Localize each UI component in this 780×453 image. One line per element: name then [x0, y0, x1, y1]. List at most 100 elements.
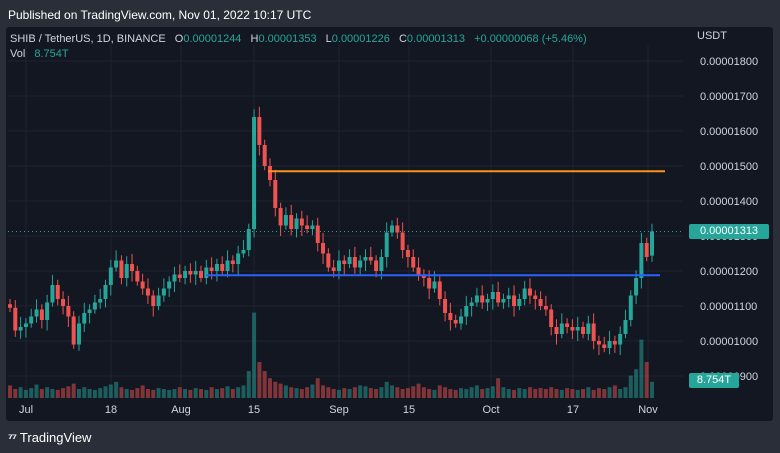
volume-bar — [220, 388, 225, 398]
volume-bar — [114, 381, 119, 398]
candle-body — [71, 316, 76, 345]
candle-body — [501, 299, 506, 303]
candle-body — [437, 281, 442, 299]
volume-bar — [522, 389, 527, 398]
candle-body — [8, 304, 12, 308]
chart-panel[interactable] — [6, 27, 773, 421]
volume-bar — [199, 389, 204, 398]
volume-bar — [55, 389, 60, 398]
candle-body — [512, 295, 517, 306]
candle-body — [45, 302, 50, 320]
volume-bar — [607, 387, 612, 398]
candle-body — [527, 288, 532, 296]
candle-body — [469, 302, 474, 306]
volume-bar — [66, 386, 71, 398]
volume-bar — [517, 388, 522, 398]
volume-bar — [464, 389, 469, 398]
candle-body — [114, 260, 119, 268]
candle-body — [496, 292, 501, 303]
candle-body — [209, 267, 214, 271]
volume-bar — [416, 383, 421, 398]
volume-bar — [390, 385, 395, 398]
candle-body — [374, 260, 379, 271]
candle-body — [570, 327, 575, 331]
volume-bar — [379, 387, 384, 398]
volume-bar — [18, 387, 23, 398]
volume-bar — [570, 389, 575, 398]
volume-bar — [230, 389, 235, 398]
volume-bar — [252, 312, 257, 398]
candle-body — [135, 271, 140, 282]
candle-body — [363, 257, 368, 261]
candle-body — [565, 323, 570, 327]
candle-body — [352, 257, 357, 268]
candle-body — [98, 299, 103, 303]
x-tick-label: 15 — [248, 404, 260, 416]
volume-label: Vol — [10, 48, 26, 60]
candle-body — [331, 267, 336, 271]
candle-body — [538, 299, 543, 306]
volume-bar — [469, 387, 474, 398]
volume-bar — [602, 389, 607, 398]
candle-body — [188, 271, 193, 275]
candle-body — [225, 260, 230, 271]
candle-body — [368, 257, 373, 261]
candle-body — [315, 225, 320, 243]
volume-bar — [172, 389, 177, 398]
candle-body — [432, 281, 437, 289]
x-tick-label: 17 — [567, 404, 579, 416]
volume-bar — [634, 369, 639, 398]
volume-bar — [124, 389, 129, 398]
volume-bar — [342, 388, 347, 398]
candle-body — [400, 232, 405, 250]
volume-bar — [45, 387, 50, 398]
candle-body — [358, 260, 363, 268]
volume-bar — [628, 375, 633, 398]
volume-bar — [384, 381, 389, 398]
candle-body — [39, 309, 44, 320]
volume-bar — [650, 381, 654, 398]
volume-bar — [559, 389, 564, 398]
volume-bar — [61, 388, 66, 398]
candle-body — [485, 299, 490, 303]
candle-body — [177, 274, 182, 278]
volume-bar — [145, 389, 150, 398]
candle-body — [586, 323, 591, 334]
tradingview-logo[interactable]: ⁷⁷ TradingView — [8, 430, 91, 445]
candle-body — [453, 320, 458, 324]
volume-bar — [374, 389, 379, 398]
volume-bar — [188, 389, 193, 398]
volume-bar — [321, 385, 326, 398]
candle-body — [411, 257, 416, 268]
symbol-label[interactable]: SHIB / TetherUS, 1D, BINANCE — [10, 33, 166, 45]
volume-bar — [87, 389, 92, 398]
volume-bar — [549, 387, 554, 398]
volume-bar — [591, 389, 596, 398]
candle-body — [246, 229, 251, 250]
close-label: C — [398, 33, 407, 45]
candle-body — [591, 323, 596, 341]
candle-body — [602, 344, 607, 348]
x-tick-label: Oct — [482, 404, 499, 416]
candle-body — [193, 271, 198, 275]
volume-bar — [612, 385, 617, 398]
candle-body — [554, 327, 559, 334]
candle-body — [490, 292, 495, 299]
y-tick-label: 0.00001500 — [700, 161, 758, 173]
volume-bar — [183, 389, 188, 398]
volume-bar — [453, 389, 458, 398]
candle-body — [13, 307, 18, 331]
x-tick-label: Sep — [329, 404, 349, 416]
volume-bar — [13, 389, 18, 398]
candle-body — [156, 295, 161, 306]
candle-body — [448, 313, 453, 320]
candle-body — [628, 295, 633, 320]
candle-body — [443, 299, 448, 313]
candle-body — [252, 117, 257, 229]
candle-body — [34, 309, 39, 317]
candle-body — [559, 323, 564, 334]
candle-body — [379, 257, 384, 271]
volume-bar — [23, 389, 28, 398]
candle-body — [204, 267, 209, 278]
